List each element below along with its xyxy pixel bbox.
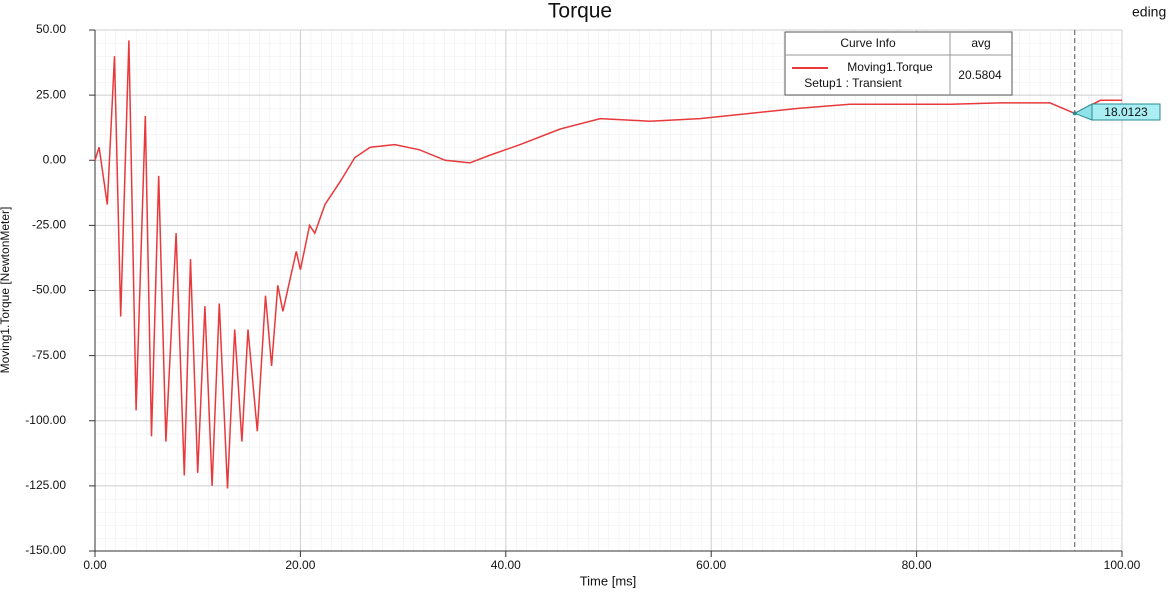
marker-label-box <box>1091 103 1161 121</box>
y-tick-label: 0.00 <box>43 152 67 166</box>
x-tick-label: 0.00 <box>83 558 107 572</box>
chart-title: Torque <box>548 0 612 23</box>
x-tick-label: 80.00 <box>902 558 932 572</box>
y-tick-label: -100.00 <box>25 413 66 427</box>
legend: Curve Info avg Moving1.Torque Setup1 : T… <box>784 31 1013 96</box>
y-tick-label: -25.00 <box>32 218 66 232</box>
plot-area: 50.00 25.00 0.00 -25.00 -50.00 -75.00 -100.00 -… <box>25 22 1161 572</box>
marker-point <box>1072 111 1077 116</box>
legend-series-name: Moving1.Torque <box>847 60 933 74</box>
y-tick-label: 25.00 <box>36 87 66 101</box>
y-tick-label: -50.00 <box>32 283 66 297</box>
x-tick-label: 100.00 <box>1104 558 1141 572</box>
legend-header: avg <box>971 36 990 50</box>
y-tick-label: -150.00 <box>25 543 66 557</box>
legend-avg: 20.5804 <box>958 68 1002 82</box>
data-line <box>94 40 1122 489</box>
marker-label: 18.0123 <box>1104 105 1148 119</box>
legend-setup: Setup1 : Transient <box>804 76 902 90</box>
corner-text: eding <box>1132 4 1166 20</box>
y-tick-label: -125.00 <box>25 478 66 492</box>
y-axis-label: Moving1.Torque [NewtonMeter] <box>0 207 12 374</box>
x-tick-label: 60.00 <box>696 558 726 572</box>
legend-header: Curve Info <box>840 36 896 50</box>
x-tick-label: 40.00 <box>491 558 521 572</box>
y-tick-label: 50.00 <box>36 22 66 36</box>
y-tick-label: -75.00 <box>32 348 66 362</box>
x-tick-label: 20.00 <box>285 558 315 572</box>
legend-box <box>784 31 1013 96</box>
x-axis-label: Time [ms] <box>580 573 637 588</box>
